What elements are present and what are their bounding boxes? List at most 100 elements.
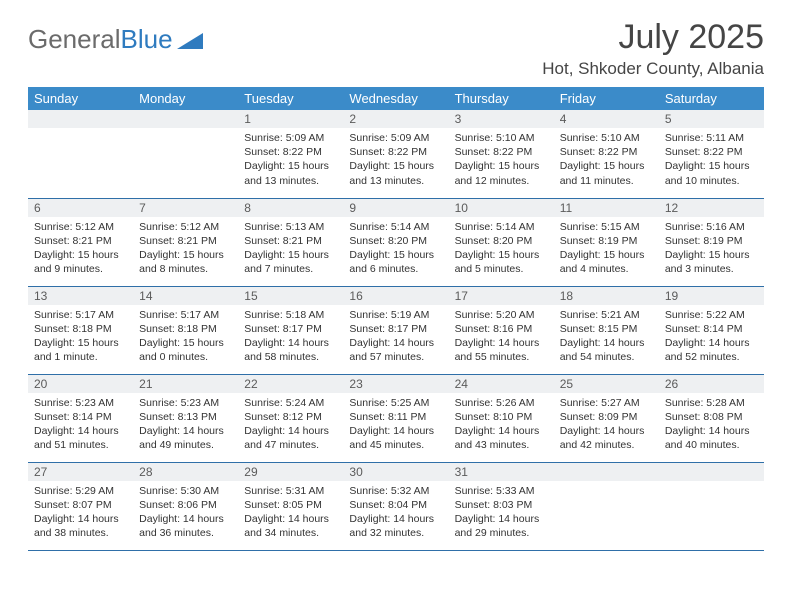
day-number: 16 — [343, 287, 448, 305]
daylight-line: Daylight: 15 hours and 6 minutes. — [349, 248, 442, 276]
daylight-line: Daylight: 14 hours and 51 minutes. — [34, 424, 127, 452]
calendar-day-cell: 19Sunrise: 5:22 AMSunset: 8:14 PMDayligh… — [659, 286, 764, 374]
calendar-day-cell: 10 Sunrise: 5:14 AMSunset: 8:20 PMDayligh… — [449, 198, 554, 286]
day-number: 28 — [133, 463, 238, 481]
day-content: Sunrise: 5:13 AMSunset: 8:21 PMDaylight:… — [238, 217, 343, 281]
day-content: Sunrise: 5:33 AMSunset: 8:03 PMDaylight:… — [449, 481, 554, 545]
day-content: Sunrise: 5:14 AMSunset: 8:20 PMDaylight:… — [343, 217, 448, 281]
sunrise-line: Sunrise: 5:27 AM — [560, 396, 653, 410]
sunset-line: Sunset: 8:09 PM — [560, 410, 653, 424]
sunset-line: Sunset: 8:15 PM — [560, 322, 653, 336]
calendar-empty-cell — [28, 110, 133, 198]
daylight-line: Daylight: 15 hours and 5 minutes. — [455, 248, 548, 276]
calendar-week-row: 1Sunrise: 5:09 AMSunset: 8:22 PMDaylight… — [28, 110, 764, 198]
sunset-line: Sunset: 8:19 PM — [560, 234, 653, 248]
calendar-day-cell: 18Sunrise: 5:21 AMSunset: 8:15 PMDayligh… — [554, 286, 659, 374]
calendar-day-cell: 13Sunrise: 5:17 AMSunset: 8:18 PMDayligh… — [28, 286, 133, 374]
daylight-line: Daylight: 15 hours and 11 minutes. — [560, 159, 653, 187]
daylight-line: Daylight: 14 hours and 32 minutes. — [349, 512, 442, 540]
calendar-day-cell: 16Sunrise: 5:19 AMSunset: 8:17 PMDayligh… — [343, 286, 448, 374]
day-content: Sunrise: 5:25 AMSunset: 8:11 PMDaylight:… — [343, 393, 448, 457]
day-content: Sunrise: 5:15 AMSunset: 8:19 PMDaylight:… — [554, 217, 659, 281]
day-number: 13 — [28, 287, 133, 305]
sunset-line: Sunset: 8:17 PM — [349, 322, 442, 336]
sunset-line: Sunset: 8:21 PM — [244, 234, 337, 248]
sunset-line: Sunset: 8:17 PM — [244, 322, 337, 336]
weekday-header: Monday — [133, 87, 238, 110]
sunset-line: Sunset: 8:18 PM — [139, 322, 232, 336]
day-number: 31 — [449, 463, 554, 481]
sunrise-line: Sunrise: 5:10 AM — [455, 131, 548, 145]
calendar-day-cell: 7Sunrise: 5:12 AMSunset: 8:21 PMDaylight… — [133, 198, 238, 286]
sunrise-line: Sunrise: 5:30 AM — [139, 484, 232, 498]
calendar-day-cell: 6Sunrise: 5:12 AMSunset: 8:21 PMDaylight… — [28, 198, 133, 286]
day-content: Sunrise: 5:11 AMSunset: 8:22 PMDaylight:… — [659, 128, 764, 192]
day-content: Sunrise: 5:28 AMSunset: 8:08 PMDaylight:… — [659, 393, 764, 457]
sunset-line: Sunset: 8:18 PM — [34, 322, 127, 336]
day-content: Sunrise: 5:12 AMSunset: 8:21 PMDaylight:… — [28, 217, 133, 281]
day-content: Sunrise: 5:27 AMSunset: 8:09 PMDaylight:… — [554, 393, 659, 457]
sunrise-line: Sunrise: 5:14 AM — [349, 220, 442, 234]
calendar-day-cell: 9Sunrise: 5:14 AMSunset: 8:20 PMDaylight… — [343, 198, 448, 286]
sunrise-line: Sunrise: 5:21 AM — [560, 308, 653, 322]
logo-text-general: General — [28, 24, 121, 55]
daylight-line: Daylight: 15 hours and 3 minutes. — [665, 248, 758, 276]
calendar-empty-cell — [133, 110, 238, 198]
day-number-empty — [28, 110, 133, 128]
calendar-empty-cell — [554, 462, 659, 550]
calendar-body: 1Sunrise: 5:09 AMSunset: 8:22 PMDaylight… — [28, 110, 764, 550]
sunrise-line: Sunrise: 5:09 AM — [349, 131, 442, 145]
sunset-line: Sunset: 8:14 PM — [34, 410, 127, 424]
day-content: Sunrise: 5:22 AMSunset: 8:14 PMDaylight:… — [659, 305, 764, 369]
daylight-line: Daylight: 14 hours and 40 minutes. — [665, 424, 758, 452]
sunrise-line: Sunrise: 5:14 AM — [455, 220, 548, 234]
day-content: Sunrise: 5:16 AMSunset: 8:19 PMDaylight:… — [659, 217, 764, 281]
day-content: Sunrise: 5:21 AMSunset: 8:15 PMDaylight:… — [554, 305, 659, 369]
sunset-line: Sunset: 8:16 PM — [455, 322, 548, 336]
daylight-line: Daylight: 15 hours and 7 minutes. — [244, 248, 337, 276]
day-content: Sunrise: 5:12 AMSunset: 8:21 PMDaylight:… — [133, 217, 238, 281]
sunset-line: Sunset: 8:21 PM — [139, 234, 232, 248]
day-content: Sunrise: 5:20 AMSunset: 8:16 PMDaylight:… — [449, 305, 554, 369]
daylight-line: Daylight: 14 hours and 42 minutes. — [560, 424, 653, 452]
day-content: Sunrise: 5:24 AMSunset: 8:12 PMDaylight:… — [238, 393, 343, 457]
day-number: 19 — [659, 287, 764, 305]
title-block: July 2025 Hot, Shkoder County, Albania — [542, 18, 764, 79]
day-number: 8 — [238, 199, 343, 217]
sunrise-line: Sunrise: 5:09 AM — [244, 131, 337, 145]
calendar-day-cell: 25Sunrise: 5:27 AMSunset: 8:09 PMDayligh… — [554, 374, 659, 462]
day-content: Sunrise: 5:32 AMSunset: 8:04 PMDaylight:… — [343, 481, 448, 545]
sunset-line: Sunset: 8:06 PM — [139, 498, 232, 512]
daylight-line: Daylight: 14 hours and 52 minutes. — [665, 336, 758, 364]
day-number: 27 — [28, 463, 133, 481]
daylight-line: Daylight: 15 hours and 12 minutes. — [455, 159, 548, 187]
sunset-line: Sunset: 8:13 PM — [139, 410, 232, 424]
daylight-line: Daylight: 14 hours and 45 minutes. — [349, 424, 442, 452]
sunset-line: Sunset: 8:11 PM — [349, 410, 442, 424]
day-content: Sunrise: 5:29 AMSunset: 8:07 PMDaylight:… — [28, 481, 133, 545]
day-number: 15 — [238, 287, 343, 305]
calendar-day-cell: 22Sunrise: 5:24 AMSunset: 8:12 PMDayligh… — [238, 374, 343, 462]
day-content: Sunrise: 5:10 AMSunset: 8:22 PMDaylight:… — [554, 128, 659, 192]
daylight-line: Daylight: 14 hours and 47 minutes. — [244, 424, 337, 452]
sunrise-line: Sunrise: 5:12 AM — [34, 220, 127, 234]
sunset-line: Sunset: 8:20 PM — [455, 234, 548, 248]
calendar-day-cell: 8Sunrise: 5:13 AMSunset: 8:21 PMDaylight… — [238, 198, 343, 286]
header: GeneralBlue July 2025 Hot, Shkoder Count… — [28, 18, 764, 79]
calendar-day-cell: 2Sunrise: 5:09 AMSunset: 8:22 PMDaylight… — [343, 110, 448, 198]
sunrise-line: Sunrise: 5:33 AM — [455, 484, 548, 498]
calendar-week-row: 6Sunrise: 5:12 AMSunset: 8:21 PMDaylight… — [28, 198, 764, 286]
day-number: 5 — [659, 110, 764, 128]
weekday-header: Sunday — [28, 87, 133, 110]
day-content: Sunrise: 5:10 AMSunset: 8:22 PMDaylight:… — [449, 128, 554, 192]
calendar-week-row: 13Sunrise: 5:17 AMSunset: 8:18 PMDayligh… — [28, 286, 764, 374]
day-number: 10 — [449, 199, 554, 217]
sunset-line: Sunset: 8:05 PM — [244, 498, 337, 512]
month-title: July 2025 — [542, 18, 764, 57]
day-content: Sunrise: 5:17 AMSunset: 8:18 PMDaylight:… — [28, 305, 133, 369]
day-number: 23 — [343, 375, 448, 393]
calendar-day-cell: 1Sunrise: 5:09 AMSunset: 8:22 PMDaylight… — [238, 110, 343, 198]
sunrise-line: Sunrise: 5:15 AM — [560, 220, 653, 234]
weekday-header: Tuesday — [238, 87, 343, 110]
sunset-line: Sunset: 8:04 PM — [349, 498, 442, 512]
